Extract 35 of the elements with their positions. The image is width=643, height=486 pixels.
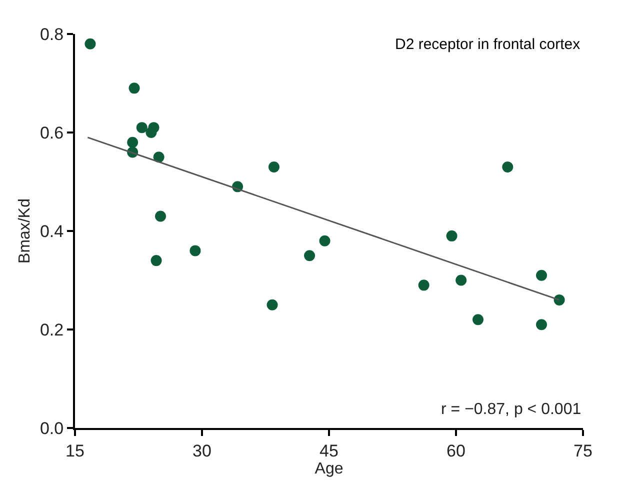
x-tick-label: 60 [446,441,466,460]
annotation: r = −0.87, p < 0.001 [441,401,582,418]
y-tick-label: 0.0 [40,418,64,438]
y-tick-label: 0.8 [40,24,64,44]
chart-title: D2 receptor in frontal cortex [395,36,581,53]
point [536,319,548,330]
point [418,280,430,291]
point [190,245,201,256]
point [153,152,164,163]
point [268,161,280,172]
point [446,230,458,242]
point [266,299,278,310]
point [304,250,316,262]
point [536,270,548,281]
point [502,161,514,172]
point [146,127,157,138]
x-tick-label: 15 [66,441,84,460]
point [319,235,330,246]
y-axis-title: Bmax/Kd [16,198,34,264]
y-tick-label: 0.2 [40,320,64,340]
x-tick-label: 75 [574,441,592,460]
y-tick-label: 0.6 [40,123,64,142]
point [136,122,148,134]
x-tick-label: 30 [192,441,212,460]
y-tick-label: 0.4 [40,222,64,241]
point [472,314,484,326]
point [128,82,140,94]
point [84,38,96,50]
point [150,255,162,266]
point [127,136,138,148]
x-axis-title: Age [314,460,344,478]
point [456,274,467,286]
x-tick-label: 45 [320,441,338,460]
point [155,210,166,222]
point [554,294,565,306]
